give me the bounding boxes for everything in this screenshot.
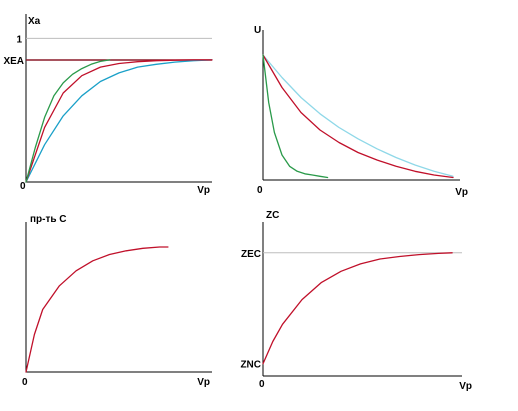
x-axis-label: Vp <box>455 187 468 198</box>
x-axis-label: Vp <box>197 185 210 196</box>
chart-productivity-vs-vp: пр-ть С Vp 0 <box>22 214 212 388</box>
chart-u-vs-vp: U Vp 0 <box>254 25 468 198</box>
ytick-label-xea: XEA <box>3 56 24 67</box>
series-line-3 <box>25 59 111 183</box>
series-line-1 <box>25 246 169 373</box>
origin-label: 0 <box>22 377 28 388</box>
series-line-3 <box>262 54 329 179</box>
y-axis-label: ZC <box>266 210 279 221</box>
ytick-label-one: 1 <box>16 34 22 45</box>
series-line-1 <box>262 54 454 177</box>
x-axis-label: Vp <box>197 377 210 388</box>
ytick-label-zec: ZEC <box>241 249 261 260</box>
y-axis-label: пр-ть С <box>30 214 67 225</box>
y-axis-label: Xa <box>28 16 41 27</box>
series-line-2 <box>262 54 454 179</box>
series-layer <box>262 54 454 179</box>
series-layer <box>262 252 453 365</box>
series-layer <box>25 246 169 373</box>
series-layer <box>25 59 213 183</box>
chart-xa-vs-vp: Xa Vp 0 1 XEA <box>3 14 213 196</box>
series-line-1 <box>25 59 213 183</box>
origin-label: 0 <box>20 181 26 192</box>
ytick-label-znc: ZNC <box>240 360 261 371</box>
y-axis-label: U <box>254 25 261 36</box>
origin-label: 0 <box>259 379 265 390</box>
series-line-2 <box>25 59 213 183</box>
series-line-1 <box>262 252 453 365</box>
x-axis-label: Vp <box>459 381 472 392</box>
chart-zc-vs-vp: ZC Vp 0 ZEC ZNC <box>240 210 472 392</box>
origin-label: 0 <box>257 185 263 196</box>
